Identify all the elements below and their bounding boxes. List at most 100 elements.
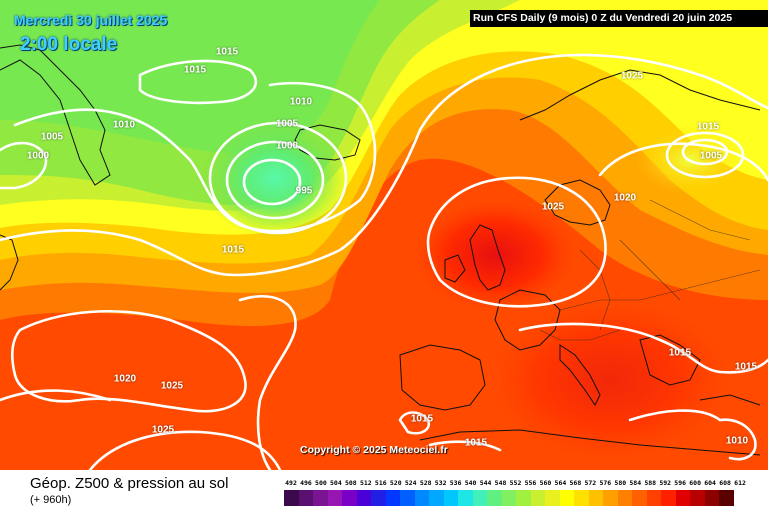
- legend-label: 548: [494, 479, 507, 487]
- isobar-1015-east: [628, 409, 722, 422]
- legend-label: 520: [389, 479, 402, 487]
- isobar-label: 1015: [183, 64, 207, 76]
- isobar-1015-long: [0, 53, 768, 277]
- map-title: Géop. Z500 & pression au sol: [30, 475, 229, 492]
- map-canvas: [0, 0, 768, 470]
- legend-label: 612: [734, 479, 746, 487]
- turkey-coast: [699, 394, 761, 406]
- isobar-label: 1015: [215, 46, 239, 58]
- legend-swatch: [603, 490, 618, 506]
- color-scale-labels: 492 496 500 504 508 512 516 520 524 528 532 536 540 5…: [284, 479, 748, 489]
- isobar-label: 1015: [464, 437, 488, 449]
- balkans-coast: [639, 334, 701, 386]
- isobar-label: 1000: [275, 140, 299, 152]
- legend-swatch: [342, 490, 357, 506]
- legend-label: 584: [629, 479, 642, 487]
- isobar-label: 1010: [289, 96, 313, 108]
- legend-label: 544: [479, 479, 492, 487]
- legend-label: 504: [330, 479, 342, 487]
- legend-label: 568: [569, 479, 582, 487]
- forecast-local-time: 2:00 locale: [20, 34, 118, 55]
- isobar-1010-east: [718, 418, 757, 461]
- isobar-label: 1015: [734, 361, 758, 373]
- border-2: [579, 249, 611, 331]
- legend-label: 580: [614, 479, 627, 487]
- legend-swatch: [356, 490, 371, 506]
- isobar-1015-iberia: [398, 411, 431, 435]
- isobar-995: [242, 158, 302, 206]
- forecast-map: 1015 1015 1010 1005 1000 1010 1005 1000 …: [0, 0, 768, 470]
- legend-label: 516: [374, 479, 387, 487]
- ireland-coast: [444, 254, 466, 283]
- color-scale: [284, 490, 748, 506]
- legend-label: 588: [644, 479, 657, 487]
- legend-swatch: [661, 490, 676, 506]
- legend-label: 540: [464, 479, 477, 487]
- legend-swatch: [574, 490, 589, 506]
- legend-swatch: [487, 490, 502, 506]
- legend-label: 500: [315, 479, 327, 487]
- legend-swatch: [400, 490, 415, 506]
- legend-label: 512: [359, 479, 372, 487]
- legend-label: 524: [404, 479, 417, 487]
- isobar-1020-central: [238, 295, 297, 470]
- legend-swatch: [690, 490, 705, 506]
- isobar-label: 1015: [410, 413, 434, 425]
- isobar-1005-scandi: [681, 138, 729, 166]
- isobar-1015-north: [138, 59, 258, 105]
- isobar-label: 1015: [221, 244, 245, 256]
- heat-core-balkans: [490, 300, 730, 460]
- lead-time: (+ 960h): [30, 494, 72, 506]
- legend-label: 576: [599, 479, 612, 487]
- legend-label: 532: [434, 479, 447, 487]
- legend-label: 496: [300, 479, 312, 487]
- isobar-label: 1000: [26, 150, 50, 162]
- legend-swatch: [443, 490, 458, 506]
- isobar-1005-west: [0, 141, 48, 190]
- isobar-label: 1020: [613, 192, 637, 204]
- scandinavia-coast: [519, 69, 761, 121]
- north-africa-coast: [419, 429, 761, 456]
- legend-label: 492: [285, 479, 297, 487]
- border-5: [539, 329, 621, 341]
- isobar-label: 1025: [541, 201, 565, 213]
- isobar-label: 1025: [620, 70, 644, 82]
- iberia-coast: [399, 344, 486, 411]
- country-borders: [539, 199, 761, 341]
- legend-swatch: [559, 490, 574, 506]
- legend-swatch: [617, 490, 632, 506]
- isobar-label: 995: [295, 185, 313, 197]
- france-coast: [494, 289, 561, 351]
- legend-label: 604: [704, 479, 716, 487]
- low-pressure-core: [200, 118, 350, 238]
- legend-swatch: [458, 490, 473, 506]
- legend-label: 608: [719, 479, 731, 487]
- legend-label: 560: [539, 479, 552, 487]
- legend-swatch: [719, 490, 734, 506]
- legend-label: 556: [524, 479, 537, 487]
- heat-core-northsea: [415, 200, 575, 310]
- italy-coast: [559, 344, 601, 406]
- field-brightgreen: [0, 0, 380, 154]
- isobar-1005: [208, 121, 348, 235]
- legend-label: 552: [509, 479, 522, 487]
- isobar-1015-africa: [428, 440, 502, 452]
- legend-label: 508: [344, 479, 357, 487]
- isobar-label: 1015: [696, 121, 720, 133]
- legend-swatch: [675, 490, 690, 506]
- legend-label: 592: [659, 479, 672, 487]
- isobar-label: 1005: [275, 118, 299, 130]
- legend-label: 528: [419, 479, 432, 487]
- isobar-label: 1010: [725, 435, 749, 447]
- legend-swatch: [414, 490, 429, 506]
- isobar-1010-scandi: [665, 131, 745, 179]
- baltic-coast: [544, 179, 611, 226]
- legend-swatch: [284, 490, 299, 506]
- legend-swatch: [588, 490, 603, 506]
- isobar-label: 1020: [113, 373, 137, 385]
- model-run-banner: Run CFS Daily (9 mois) 0 Z du Vendredi 2…: [470, 10, 768, 27]
- forecast-date: Mercredi 30 juillet 2025: [14, 12, 168, 28]
- legend-swatch: [545, 490, 560, 506]
- isobar-1000: [225, 140, 325, 220]
- isobar-1020-scandi: [598, 142, 768, 182]
